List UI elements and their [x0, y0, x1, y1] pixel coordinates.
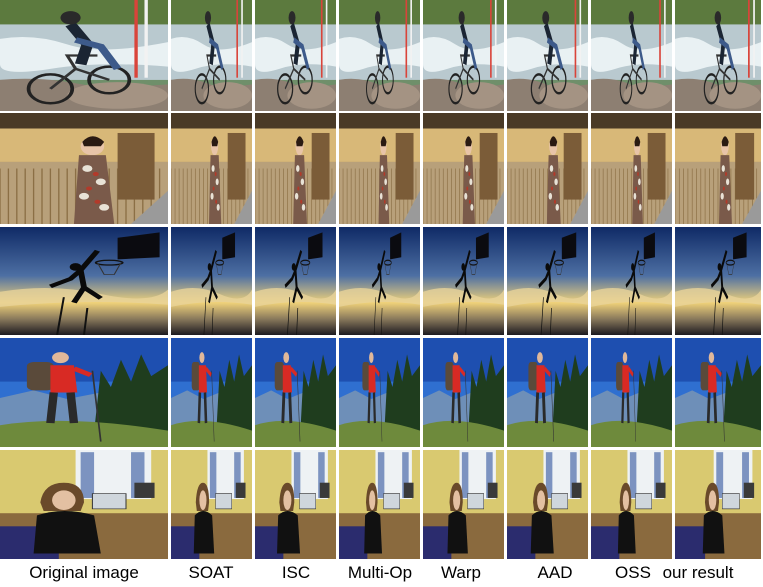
photo-bike-soat	[171, 0, 252, 111]
photo-hiker-multiop	[339, 338, 420, 447]
column-label-isc: ISC	[281, 563, 311, 582]
photo-kimono-aad	[507, 113, 588, 224]
photo-kimono-ours	[675, 113, 761, 224]
photo-kimono-original	[0, 113, 168, 224]
photo-bike-ours	[675, 0, 761, 111]
photo-kimono-oss	[591, 113, 672, 224]
photo-hiker-ours	[675, 338, 761, 447]
photo-bike-warp	[423, 0, 504, 111]
photo-room-ours	[675, 450, 761, 559]
photo-basketball-isc	[255, 227, 336, 335]
photo-room-aad	[507, 450, 588, 559]
photo-basketball-ours	[675, 227, 761, 335]
photo-bike-aad	[507, 0, 588, 111]
photo-kimono-warp	[423, 113, 504, 224]
photo-room-original	[0, 450, 168, 559]
column-label-aad: AAD	[537, 563, 573, 582]
photo-basketball-multiop	[339, 227, 420, 335]
photo-basketball-soat	[171, 227, 252, 335]
photo-bike-oss	[591, 0, 672, 111]
photo-kimono-soat	[171, 113, 252, 224]
photo-room-soat	[171, 450, 252, 559]
photo-room-oss	[591, 450, 672, 559]
column-label-original: Original image	[29, 563, 139, 582]
photo-hiker-oss	[591, 338, 672, 447]
column-label-multiop: Multi-Op	[347, 563, 413, 582]
photo-hiker-original	[0, 338, 168, 447]
photo-kimono-isc	[255, 113, 336, 224]
photo-basketball-original	[0, 227, 168, 335]
column-label-soat: SOAT	[188, 563, 234, 582]
photo-hiker-aad	[507, 338, 588, 447]
photo-bike-original	[0, 0, 168, 111]
photo-basketball-oss	[591, 227, 672, 335]
column-label-oss: OSS	[615, 563, 651, 582]
column-label-warp: Warp	[441, 563, 481, 582]
photo-hiker-warp	[423, 338, 504, 447]
photo-basketball-aad	[507, 227, 588, 335]
photo-hiker-soat	[171, 338, 252, 447]
photo-kimono-multiop	[339, 113, 420, 224]
photo-room-multiop	[339, 450, 420, 559]
column-label-ours: our result	[662, 563, 734, 582]
photo-bike-isc	[255, 0, 336, 111]
photo-bike-multiop	[339, 0, 420, 111]
photo-hiker-isc	[255, 338, 336, 447]
photo-room-warp	[423, 450, 504, 559]
photo-basketball-warp	[423, 227, 504, 335]
photo-room-isc	[255, 450, 336, 559]
